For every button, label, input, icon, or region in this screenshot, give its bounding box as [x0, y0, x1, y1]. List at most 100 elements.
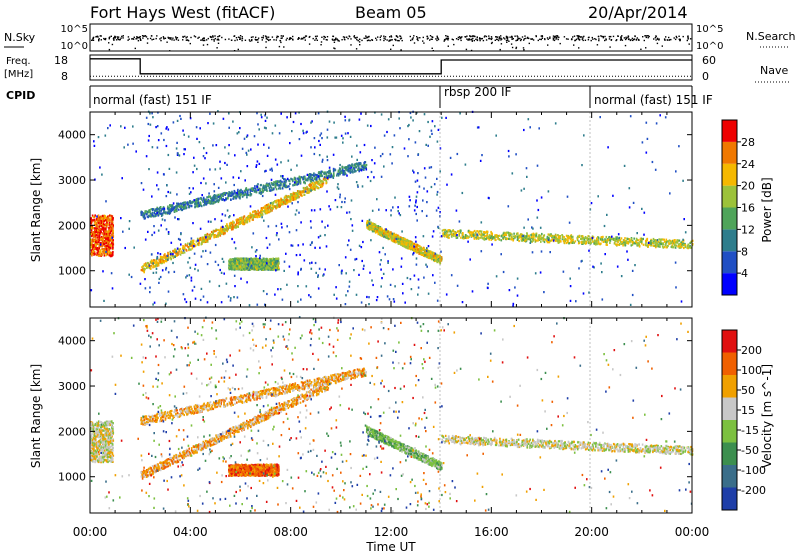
- heatmap-cell: [256, 260, 259, 263]
- heatmap-cell: [218, 229, 221, 232]
- heatmap-cell: [315, 177, 318, 180]
- heatmap-cell: [159, 261, 162, 264]
- nsky-point: [139, 36, 141, 38]
- heatmap-cell: [102, 228, 105, 231]
- heatmap-cell: [97, 241, 100, 244]
- heatmap-cell: [100, 239, 103, 242]
- heatmap-cell: [414, 244, 417, 247]
- heatmap-cell: [285, 184, 288, 187]
- nsky-point: [499, 48, 501, 51]
- nsky-point: [108, 42, 110, 44]
- nsky-point: [265, 38, 268, 40]
- heatmap-cell: [404, 246, 407, 249]
- heatmap-cell: [348, 167, 351, 170]
- heatmap-cell: [357, 162, 360, 166]
- nsky-point: [141, 35, 144, 37]
- nsky-point: [398, 40, 400, 42]
- heatmap-cell: [172, 209, 174, 212]
- heatmap-cell: [276, 180, 279, 183]
- heatmap-cell: [103, 240, 106, 243]
- heatmap-cell: [353, 170, 356, 173]
- heatmap-cell: [283, 182, 285, 185]
- heatmap-cell: [177, 253, 179, 256]
- heatmap-cell: [143, 271, 145, 274]
- heatmap-cell: [96, 248, 99, 251]
- heatmap-cell: [102, 224, 105, 227]
- nsky-point: [535, 35, 537, 38]
- heatmap-cell: [94, 234, 97, 237]
- heatmap-cell: [325, 173, 328, 176]
- heatmap-cell: [97, 215, 99, 218]
- nsky-point: [186, 39, 188, 41]
- heatmap-cell: [101, 227, 104, 230]
- heatmap-cell: [277, 259, 280, 262]
- heatmap-cell: [380, 234, 383, 237]
- heatmap-cell: [173, 209, 176, 212]
- nsky-point: [476, 39, 479, 42]
- heatmap-cell: [157, 264, 160, 267]
- heatmap-cell: [106, 242, 108, 245]
- nsky-point: [391, 39, 393, 41]
- nsky-point: [484, 35, 486, 37]
- heatmap-cell: [103, 252, 105, 255]
- heatmap-cell: [95, 229, 97, 232]
- heatmap-cell: [387, 231, 389, 234]
- heatmap-cell: [422, 248, 424, 251]
- heatmap-cell: [216, 235, 218, 238]
- nsky-point: [553, 39, 556, 42]
- nsky-point: [512, 38, 514, 40]
- heatmap-cell: [92, 250, 94, 253]
- nsky-point: [668, 39, 670, 41]
- heatmap-cell: [183, 251, 186, 254]
- heatmap-cell: [155, 261, 157, 264]
- nsky-point: [390, 48, 392, 50]
- nsky-point: [461, 36, 463, 38]
- nsky-point: [417, 39, 419, 42]
- nsky-point: [265, 46, 267, 49]
- nsky-point: [648, 35, 650, 38]
- nsky-point: [547, 44, 549, 46]
- heatmap-cell: [307, 178, 309, 181]
- heatmap-cell: [264, 205, 266, 208]
- nsky-point: [285, 39, 287, 41]
- heatmap-cell: [182, 251, 184, 255]
- nsky-point: [388, 39, 391, 41]
- heatmap-cell: [112, 235, 115, 238]
- nsky-point: [419, 37, 421, 39]
- heatmap-cell: [364, 161, 366, 164]
- nsky-point: [190, 36, 192, 39]
- heatmap-cell: [103, 250, 105, 253]
- nsky-point: [600, 35, 602, 37]
- nsky-point: [257, 41, 259, 43]
- heatmap-cell: [337, 173, 340, 176]
- heatmap-cell: [143, 217, 146, 220]
- nsky-point: [334, 47, 336, 50]
- heatmap-cell: [268, 186, 271, 189]
- heatmap-cell: [400, 242, 403, 245]
- heatmap-cell: [96, 220, 99, 223]
- heatmap-cell: [259, 212, 262, 215]
- heatmap-cell: [320, 174, 322, 178]
- nsky-point: [523, 39, 525, 41]
- nsky-point: [506, 37, 508, 39]
- heatmap-cell: [377, 233, 380, 236]
- nsky-point: [279, 39, 281, 42]
- heatmap-cell: [232, 220, 234, 223]
- nsky-point: [379, 36, 381, 39]
- heatmap-cell: [390, 231, 392, 234]
- heatmap-cell: [241, 195, 244, 198]
- heatmap-cell: [254, 261, 256, 264]
- nsky-point: [400, 49, 402, 51]
- heatmap-cell: [436, 258, 438, 261]
- nsky-point: [625, 37, 627, 40]
- nsky-point: [602, 35, 604, 38]
- heatmap-cell: [232, 265, 234, 268]
- heatmap-cell: [167, 251, 169, 254]
- heatmap-cell: [239, 222, 241, 225]
- heatmap-cell: [283, 184, 285, 187]
- heatmap-cell: [317, 182, 320, 185]
- nsky-point: [273, 39, 275, 41]
- heatmap-cell: [180, 250, 182, 253]
- heatmap-cell: [184, 201, 186, 204]
- heatmap-cell: [272, 265, 275, 268]
